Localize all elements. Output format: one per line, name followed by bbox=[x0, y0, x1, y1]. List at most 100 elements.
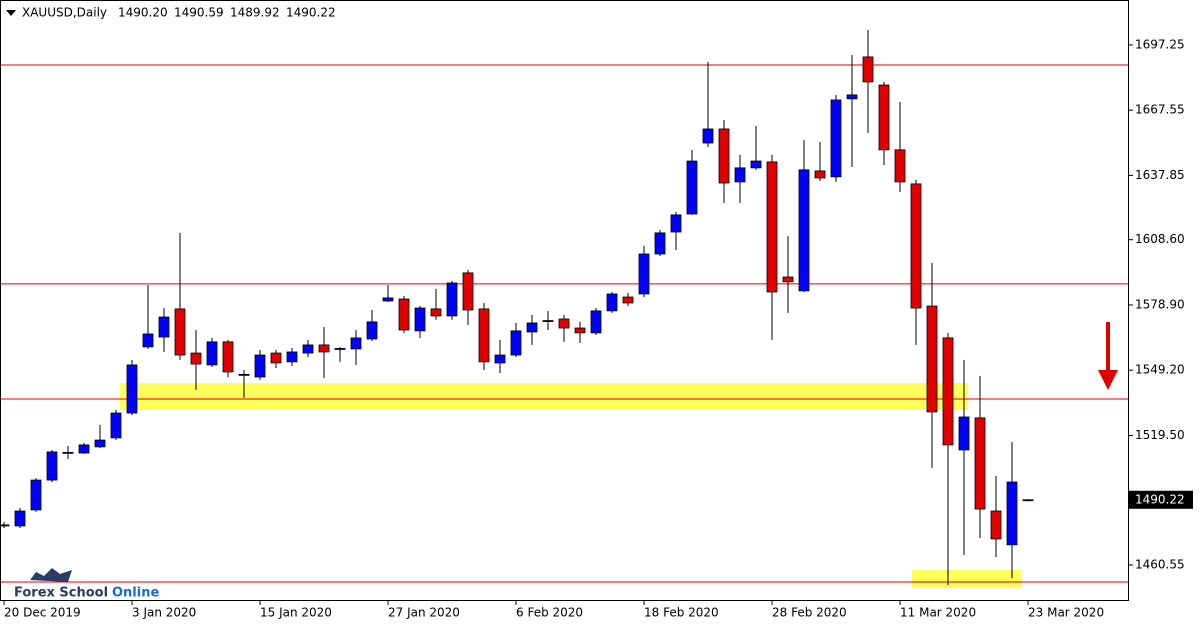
y-tick-label: 1667.55 bbox=[1135, 103, 1185, 117]
last-price-label: 1490.22 bbox=[1135, 492, 1185, 506]
body-up bbox=[30, 479, 42, 511]
symbol: XAUUSD,Daily bbox=[22, 6, 107, 20]
ohlc-open: 1490.20 bbox=[118, 6, 168, 20]
body-up bbox=[590, 310, 602, 334]
logo-icon bbox=[30, 568, 72, 582]
body-up bbox=[958, 416, 970, 451]
arrow-head bbox=[1098, 370, 1118, 390]
y-tick-label: 1697.25 bbox=[1135, 37, 1185, 51]
ohlc-low: 1489.92 bbox=[230, 6, 280, 20]
body-up bbox=[606, 293, 618, 312]
x-tick-label: 27 Jan 2020 bbox=[388, 606, 460, 620]
body-down bbox=[222, 341, 234, 373]
body-up bbox=[302, 344, 314, 354]
body-up bbox=[0, 524, 10, 527]
body-down bbox=[318, 344, 330, 353]
body-up bbox=[350, 337, 362, 350]
body-up bbox=[734, 167, 746, 183]
body-up bbox=[78, 444, 90, 454]
body-up bbox=[142, 333, 154, 348]
body-up bbox=[366, 321, 378, 340]
body-down bbox=[782, 276, 794, 283]
body-up bbox=[654, 232, 666, 255]
body-down bbox=[558, 318, 570, 329]
body-down bbox=[462, 272, 474, 311]
body-up bbox=[414, 307, 426, 332]
x-tick-label: 18 Feb 2020 bbox=[644, 606, 719, 620]
body-up bbox=[686, 160, 698, 215]
body-down bbox=[894, 149, 906, 183]
body-down bbox=[174, 308, 186, 356]
body-up bbox=[750, 160, 762, 169]
body-down bbox=[878, 84, 890, 151]
body-up bbox=[110, 412, 122, 439]
body-up bbox=[1006, 481, 1018, 546]
body-down bbox=[478, 308, 490, 363]
x-tick-label: 28 Feb 2020 bbox=[772, 606, 847, 620]
body-up bbox=[1022, 499, 1034, 502]
body-up bbox=[542, 320, 554, 322]
ohlc-close: 1490.22 bbox=[286, 6, 336, 20]
body-down bbox=[862, 56, 874, 83]
red-arrow bbox=[1098, 322, 1118, 390]
body-up bbox=[510, 330, 522, 356]
y-tick-label: 1578.90 bbox=[1135, 297, 1185, 311]
body-up bbox=[446, 282, 458, 317]
body-down bbox=[926, 305, 938, 413]
y-tick-label: 1519.50 bbox=[1135, 428, 1185, 442]
zone bbox=[120, 382, 968, 410]
body-up bbox=[670, 214, 682, 233]
body-up bbox=[158, 316, 170, 338]
x-tick-label: 23 Mar 2020 bbox=[1028, 606, 1104, 620]
body-up bbox=[286, 351, 298, 363]
body-down bbox=[814, 170, 826, 179]
body-up bbox=[46, 451, 58, 481]
body-up bbox=[798, 169, 810, 292]
body-up bbox=[206, 341, 218, 366]
body-down bbox=[398, 298, 410, 331]
x-tick-label: 11 Mar 2020 bbox=[900, 606, 976, 620]
body-down bbox=[910, 183, 922, 309]
body-up bbox=[14, 510, 26, 527]
body-up bbox=[638, 253, 650, 295]
body-down bbox=[574, 327, 586, 334]
body-up bbox=[254, 354, 266, 378]
body-down bbox=[622, 296, 634, 304]
logo-text-online: Online bbox=[112, 586, 159, 601]
body-down bbox=[942, 337, 954, 446]
zone bbox=[912, 569, 1022, 588]
y-tick-label: 1608.60 bbox=[1135, 232, 1185, 246]
x-tick-label: 3 Jan 2020 bbox=[132, 606, 196, 620]
x-tick-label: 15 Jan 2020 bbox=[260, 606, 332, 620]
logo-text: Forex School bbox=[14, 586, 108, 601]
body-up bbox=[62, 451, 74, 454]
y-tick-label: 1637.85 bbox=[1135, 168, 1185, 182]
x-tick-label: 20 Dec 2019 bbox=[4, 606, 81, 620]
body-down bbox=[270, 352, 282, 364]
body-up bbox=[494, 354, 506, 364]
body-up bbox=[526, 322, 538, 333]
x-tick-label: 6 Feb 2020 bbox=[516, 606, 583, 620]
body-up bbox=[126, 364, 138, 414]
body-down bbox=[190, 352, 202, 365]
body-up bbox=[702, 128, 714, 144]
body-down bbox=[430, 308, 442, 317]
ohlc-high: 1490.59 bbox=[174, 6, 224, 20]
body-down bbox=[974, 417, 986, 510]
body-up bbox=[830, 99, 842, 178]
y-tick-label: 1460.55 bbox=[1135, 557, 1185, 571]
plot-border bbox=[0, 0, 1129, 601]
body-up bbox=[846, 94, 858, 100]
last-price-box bbox=[1129, 490, 1193, 509]
body-down bbox=[990, 510, 1002, 540]
body-up bbox=[238, 373, 250, 376]
y-tick-label: 1549.20 bbox=[1135, 363, 1185, 377]
body-down bbox=[766, 161, 778, 293]
menu-icon bbox=[6, 10, 16, 16]
body-up bbox=[382, 297, 394, 302]
body-up bbox=[94, 439, 106, 448]
body-down bbox=[718, 128, 730, 184]
body-up bbox=[334, 348, 346, 350]
